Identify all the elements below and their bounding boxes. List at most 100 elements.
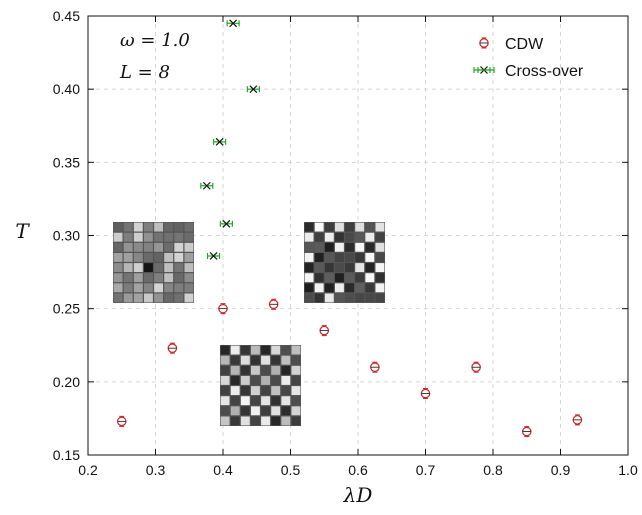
inset-cell	[164, 252, 174, 262]
inset-cell	[291, 365, 301, 375]
inset-cell	[174, 273, 184, 283]
inset-cell	[324, 283, 334, 293]
y-tick-label: 0.25	[53, 301, 80, 317]
crossover-point	[206, 252, 221, 260]
inset-lattice-3	[220, 345, 301, 426]
inset-cell	[291, 375, 301, 385]
inset-cell	[133, 232, 143, 242]
inset-cell	[123, 222, 133, 232]
inset-cell	[230, 396, 240, 406]
inset-cell	[143, 273, 153, 283]
inset-cell	[291, 406, 301, 416]
inset-cell	[113, 252, 123, 262]
inset-cell	[113, 273, 123, 283]
inset-cell	[375, 283, 385, 293]
inset-cell	[365, 252, 375, 262]
crossover-point	[226, 19, 240, 28]
legend-cdw-marker	[479, 37, 489, 49]
crossover-point	[200, 181, 214, 190]
inset-cell	[314, 293, 324, 303]
inset-cell	[324, 232, 334, 242]
inset-cell	[154, 252, 164, 262]
inset-cell	[365, 222, 375, 232]
inset-cell	[123, 232, 133, 242]
crossover-point	[219, 219, 233, 228]
annotation-L: L = 8	[119, 62, 170, 83]
inset-cell	[314, 222, 324, 232]
inset-cell	[240, 345, 250, 355]
inset-cell	[355, 242, 365, 252]
y-tick-label: 0.45	[53, 8, 80, 24]
inset-cell	[281, 365, 291, 375]
cdw-point	[167, 342, 178, 354]
inset-cell	[220, 396, 230, 406]
inset-cell	[314, 273, 324, 283]
inset-cell	[220, 406, 230, 416]
inset-lattice-2	[304, 222, 385, 303]
inset-cell	[304, 222, 314, 232]
inset-cell	[324, 263, 334, 273]
inset-cell	[174, 293, 184, 303]
x-marker-stroke	[229, 19, 238, 28]
inset-cell	[314, 232, 324, 242]
y-axis-label: T	[15, 219, 30, 243]
inset-cell	[291, 386, 301, 396]
inset-cell	[143, 222, 153, 232]
y-tick-label: 0.40	[53, 81, 80, 97]
inset-cell	[355, 273, 365, 283]
inset-cell	[123, 283, 133, 293]
inset-cell	[113, 222, 123, 232]
inset-cell	[345, 252, 355, 262]
inset-cell	[250, 406, 260, 416]
inset-cell	[304, 242, 314, 252]
inset-cell	[230, 416, 240, 426]
x-marker-stroke	[215, 137, 224, 146]
inset-cell	[345, 283, 355, 293]
inset-cell	[133, 283, 143, 293]
inset-cell	[271, 396, 281, 406]
cdw-point	[420, 388, 431, 400]
inset-cell	[164, 273, 174, 283]
inset-cell	[230, 355, 240, 365]
inset-cell	[240, 406, 250, 416]
legend-crossover-label: Cross-over	[505, 63, 584, 80]
inset-cell	[230, 375, 240, 385]
inset-cell	[365, 273, 375, 283]
inset-cell	[133, 273, 143, 283]
inset-cell	[220, 386, 230, 396]
inset-cell	[143, 252, 153, 262]
inset-cell	[281, 345, 291, 355]
x-tick-label: 0.8	[483, 462, 503, 478]
inset-cell	[281, 406, 291, 416]
inset-cell	[143, 242, 153, 252]
inset-cell	[261, 365, 271, 375]
legend-crossover-marker	[473, 66, 495, 74]
crossover-point	[213, 137, 227, 146]
inset-cell	[304, 263, 314, 273]
inset-cell	[334, 252, 344, 262]
inset-cell	[261, 345, 271, 355]
inset-cell	[291, 396, 301, 406]
legend-cdw-symbol	[479, 37, 489, 49]
inset-cell	[250, 386, 260, 396]
inset-cell	[240, 416, 250, 426]
inset-cell	[250, 355, 260, 365]
inset-cell	[291, 345, 301, 355]
inset-cell	[240, 386, 250, 396]
y-tick-label: 0.35	[53, 154, 80, 170]
inset-cell	[154, 242, 164, 252]
x-tick-label: 0.7	[416, 462, 436, 478]
inset-cell	[365, 293, 375, 303]
inset-cell	[220, 365, 230, 375]
legend-cdw-label: CDW	[505, 36, 544, 53]
inset-cell	[271, 386, 281, 396]
inset-cell	[375, 293, 385, 303]
inset-cell	[184, 232, 194, 242]
cdw-point	[319, 325, 330, 337]
cdw-point	[218, 303, 228, 315]
inset-cell	[271, 345, 281, 355]
inset-cell	[143, 293, 153, 303]
inset-cell	[250, 375, 260, 385]
inset-cell	[261, 396, 271, 406]
inset-cell	[123, 293, 133, 303]
